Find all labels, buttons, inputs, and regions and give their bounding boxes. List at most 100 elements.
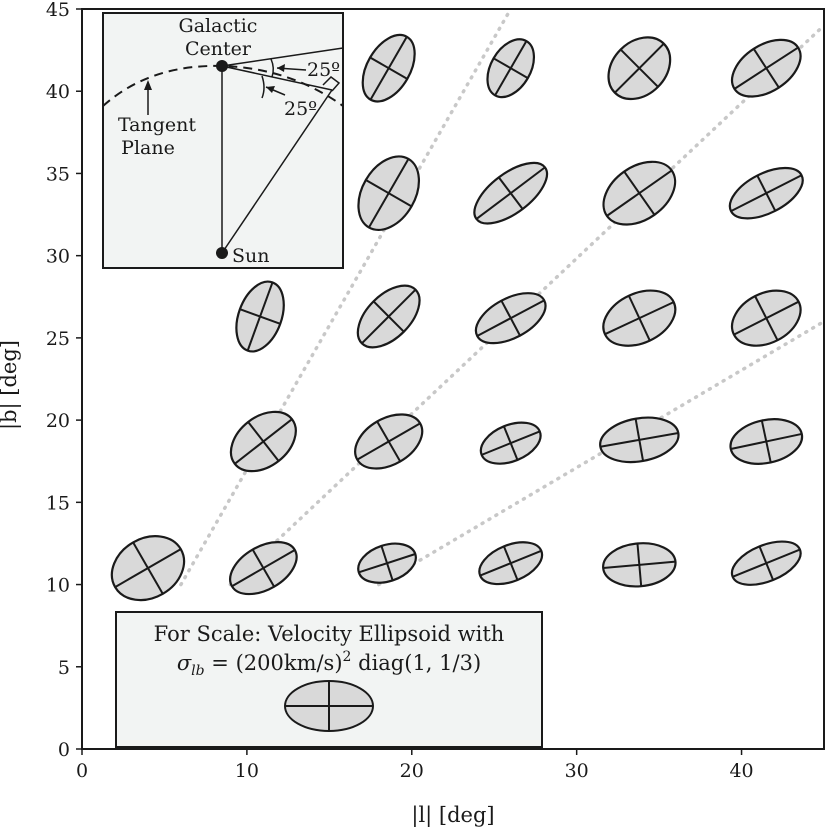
ellipse-minor-axis bbox=[498, 176, 524, 210]
arrow-head-tangent bbox=[144, 80, 152, 90]
ellipse-minor-axis bbox=[758, 545, 775, 581]
inset-frame bbox=[102, 12, 344, 269]
velocity-ellipse bbox=[607, 36, 672, 101]
velocity-ellipse bbox=[729, 418, 804, 465]
velocity-ellipse bbox=[599, 416, 680, 464]
ellipse-minor-axis bbox=[239, 308, 281, 325]
y-tick-label: 10 bbox=[46, 575, 70, 597]
ellipse-minor-axis bbox=[756, 175, 777, 212]
x-tick-label: 10 bbox=[235, 760, 259, 782]
x-tick-label: 30 bbox=[565, 760, 589, 782]
ellipse-minor-axis bbox=[365, 179, 413, 208]
ellipse-minor-axis bbox=[502, 425, 519, 461]
ellipse-minor-axis bbox=[493, 57, 529, 79]
velocity-ellipse bbox=[474, 292, 547, 345]
tangent-label-line1: Tangent bbox=[118, 114, 196, 136]
velocity-ellipse bbox=[602, 542, 677, 588]
ellipse-marks bbox=[110, 33, 804, 602]
ray-middle bbox=[221, 65, 333, 91]
x-tick-label: 0 bbox=[76, 760, 88, 782]
ellipse-minor-axis bbox=[502, 545, 519, 581]
angle-arc-2 bbox=[261, 75, 265, 99]
arrow-head-2 bbox=[266, 86, 275, 93]
velocity-ellipse bbox=[479, 421, 542, 465]
velocity-ellipse bbox=[356, 284, 421, 349]
ellipse-minor-axis bbox=[369, 56, 408, 80]
y-tick-label: 35 bbox=[46, 163, 70, 185]
y-tick-label: 40 bbox=[46, 81, 70, 103]
ellipse-minor-axis bbox=[634, 418, 645, 462]
galactic-label-line2: Center bbox=[185, 38, 252, 60]
velocity-ellipse bbox=[486, 38, 536, 99]
sun-label: Sun bbox=[232, 245, 270, 267]
scale-sigma: σ bbox=[177, 651, 192, 675]
scale-sigma-sub: lb bbox=[191, 663, 204, 679]
scale-legend: For Scale: Velocity Ellipsoid with σlb =… bbox=[115, 611, 543, 748]
ellipse-minor-axis bbox=[376, 420, 402, 462]
scale-eq: = (200km/s) bbox=[205, 651, 343, 675]
y-tick-label: 25 bbox=[46, 328, 70, 350]
velocity-ellipse bbox=[110, 535, 186, 602]
x-tick-label: 40 bbox=[729, 760, 753, 782]
angle-label-lower: 25º bbox=[284, 98, 317, 120]
y-tick-label: 20 bbox=[46, 410, 70, 432]
velocity-ellipse bbox=[602, 160, 677, 226]
galactic-center-dot bbox=[216, 60, 228, 72]
velocity-ellipse bbox=[357, 155, 421, 232]
y-tick-label: 30 bbox=[46, 246, 70, 268]
line-of-sight bbox=[221, 89, 333, 254]
axes: 0 10 20 30 40 0 5 10 15 20 25 30 35 40 45 bbox=[46, 0, 825, 782]
guide-line-3 bbox=[377, 319, 826, 587]
scale-legend-line1: For Scale: Velocity Ellipsoid with bbox=[154, 622, 505, 646]
velocity-ellipse bbox=[235, 280, 285, 353]
y-axis-label: |b| [deg] bbox=[0, 340, 22, 430]
velocity-ellipse bbox=[730, 289, 802, 347]
ellipse-minor-axis bbox=[754, 295, 779, 341]
y-tick-label: 45 bbox=[46, 0, 70, 21]
ellipse-minor-axis bbox=[760, 420, 772, 463]
velocity-ellipse bbox=[473, 161, 549, 225]
x-tick-label: 20 bbox=[400, 760, 424, 782]
x-axis-label: |l| [deg] bbox=[411, 803, 494, 828]
velocity-ellipse bbox=[357, 542, 417, 584]
angle-arc-1 bbox=[270, 58, 275, 78]
velocity-ellipse bbox=[229, 410, 297, 473]
velocity-ellipse bbox=[730, 38, 802, 98]
velocity-ellipse bbox=[354, 413, 424, 470]
y-tick-label: 0 bbox=[58, 739, 70, 761]
velocity-ellipse bbox=[602, 289, 677, 347]
ellipse-minor-axis bbox=[752, 48, 780, 89]
ellipse-minor-axis bbox=[623, 170, 656, 216]
ellipse-minor-axis bbox=[619, 48, 659, 88]
ellipse-minor-axis bbox=[500, 300, 521, 337]
scale-tail: diag(1, 1/3) bbox=[351, 651, 481, 675]
velocity-ellipse bbox=[730, 540, 802, 586]
ellipse-minor-axis bbox=[636, 543, 643, 587]
plot-frame bbox=[81, 8, 825, 750]
velocity-ellipse bbox=[361, 33, 416, 103]
right-angle-mark bbox=[322, 76, 341, 92]
guide-line-1 bbox=[179, 7, 513, 587]
inset-diagram: Galactic Center 25º 25º Tangent Plane Su… bbox=[102, 12, 344, 269]
scale-sup: 2 bbox=[343, 649, 352, 665]
scale-legend-line2: σlb = (200km/s)2 diag(1, 1/3) bbox=[177, 649, 481, 679]
y-tick-label: 15 bbox=[46, 492, 70, 514]
velocity-ellipse bbox=[478, 541, 544, 586]
ellipse-minor-axis bbox=[247, 421, 280, 462]
velocity-ellipse bbox=[229, 541, 298, 596]
y-tick-label: 5 bbox=[58, 657, 70, 679]
galactic-label-line1: Galactic bbox=[179, 15, 258, 37]
ellipse-minor-axis bbox=[251, 549, 275, 588]
ellipse-minor-axis bbox=[627, 295, 651, 341]
sun-dot bbox=[216, 247, 228, 259]
angle-label-upper: 25º bbox=[307, 59, 340, 81]
ellipse-minor-axis bbox=[380, 545, 394, 581]
tangent-label-line2: Plane bbox=[121, 137, 175, 159]
velocity-ellipse bbox=[728, 166, 804, 220]
ellipse-minor-axis bbox=[372, 300, 405, 333]
arrow-head-1 bbox=[277, 64, 285, 72]
ray-upper bbox=[221, 47, 344, 67]
ellipse-minor-axis bbox=[132, 541, 164, 595]
